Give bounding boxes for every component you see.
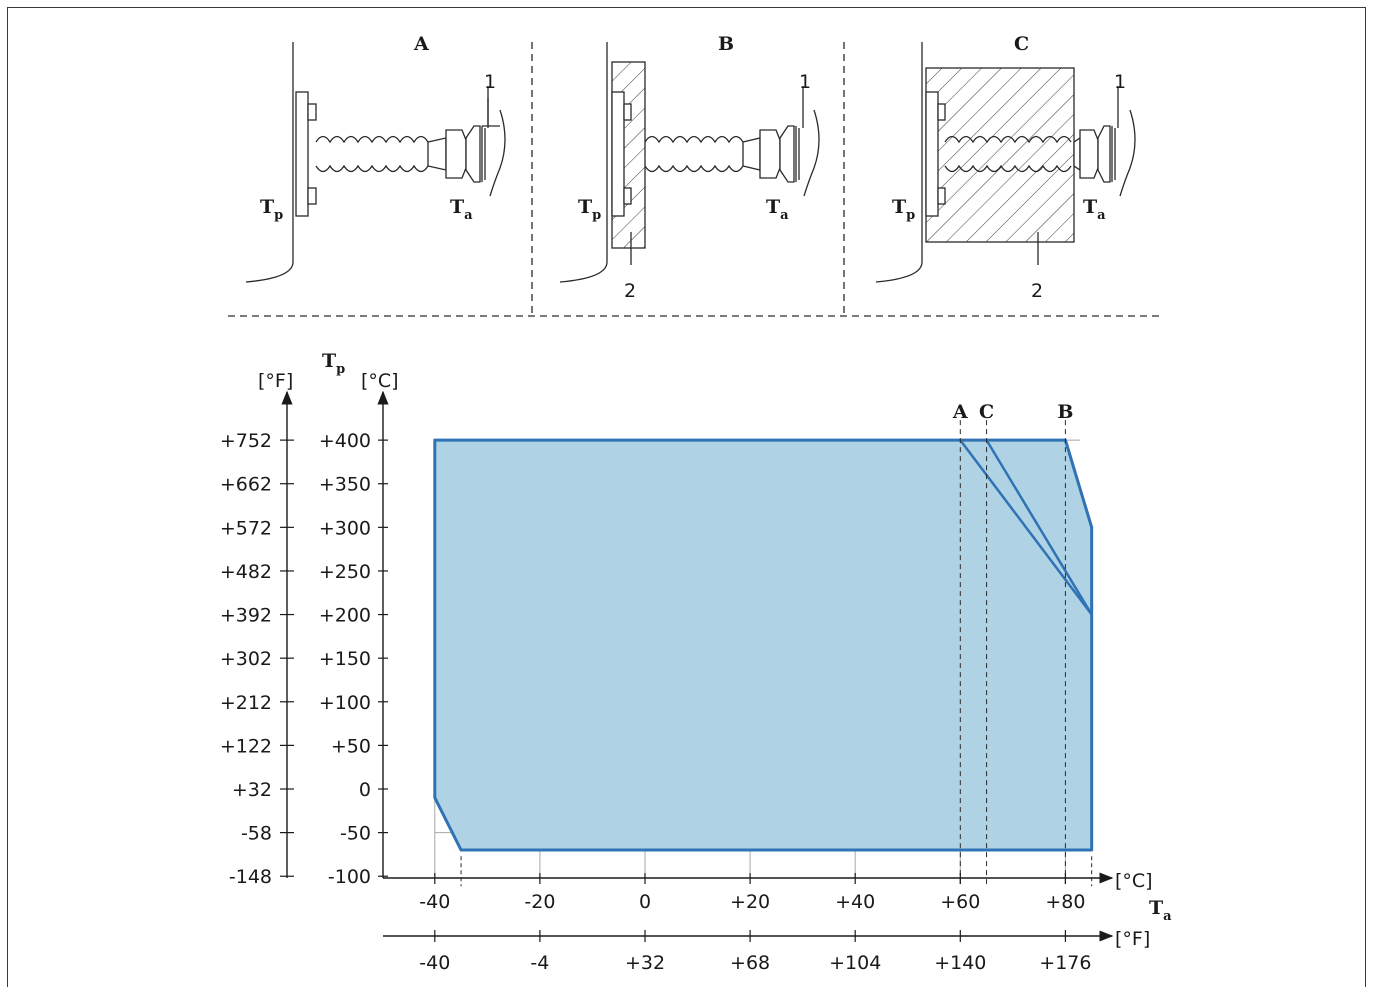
- y-tick-label-c: +400: [319, 430, 371, 452]
- x-tick-label-c: +60: [940, 891, 980, 913]
- y-tick-label-c: +50: [331, 735, 371, 757]
- tp-label-a: Tp: [260, 196, 283, 223]
- y-ticks: +400 +752 +350 +662 +300 +572 +250 +482 +200 +392…: [220, 430, 388, 888]
- variant-b-label: B: [718, 33, 734, 55]
- callout-1-b: 1: [799, 71, 811, 93]
- y-tick-label-c: +100: [319, 692, 371, 714]
- x-tick-label-f: +176: [1039, 952, 1091, 974]
- variant-c-drawing: [875, 42, 1136, 283]
- x-tick-label-f: +32: [625, 952, 665, 974]
- y-tick-label-f: +662: [220, 474, 272, 496]
- x-tick-label-f: +104: [829, 952, 881, 974]
- x-tick-label-c: +20: [730, 891, 770, 913]
- y-tick-label-c: +250: [319, 561, 371, 583]
- y-tick-label-f: -58: [241, 823, 272, 845]
- marker-label-a: A: [952, 401, 968, 423]
- callout-2-b: 2: [624, 280, 636, 302]
- chart-axes: [281, 390, 1114, 942]
- x-tick-label-f: +68: [730, 952, 770, 974]
- insulation-c: [925, 67, 1075, 243]
- x-axis-symbol: Ta: [1149, 897, 1172, 924]
- y-tick-label-f: +32: [232, 779, 272, 801]
- marker-label-b: B: [1057, 401, 1073, 423]
- x-unit-c: [°C]: [1115, 870, 1153, 892]
- installation-drawings: [228, 42, 1160, 317]
- x-tick-label-f: -40: [419, 952, 450, 974]
- y-tick-label-c: -100: [328, 866, 371, 888]
- y-tick-label-c: -50: [340, 823, 371, 845]
- bellows-top: [315, 135, 429, 144]
- x-tick-label-f: +140: [934, 952, 986, 974]
- x-tick-label-f: -4: [530, 952, 549, 974]
- x-tick-label-c: -40: [419, 891, 450, 913]
- derating-line-a: [959, 439, 1093, 616]
- y-tick-label-f: +572: [220, 517, 272, 539]
- derating-line-c: [985, 439, 1093, 616]
- operating-area: [433, 438, 1094, 852]
- ta-label-a: Ta: [450, 196, 473, 223]
- y-axis-symbol: Tp: [322, 350, 345, 377]
- y-tick-label-c: +150: [319, 648, 371, 670]
- installation-labels: A B C 1 1 1 2 2 Tp Ta Tp Ta Tp Ta: [260, 33, 1126, 302]
- y-unit-c: [°C]: [361, 370, 399, 392]
- y-tick-label-f: +212: [220, 692, 272, 714]
- figure-frame: [7, 7, 1366, 987]
- operating-region: [433, 438, 1094, 852]
- y-tick-label-c: 0: [359, 779, 371, 801]
- y-tick-label-f: +122: [220, 735, 272, 757]
- y-tick-label-f: +482: [220, 561, 272, 583]
- derating-lines: [959, 439, 1093, 616]
- x-ticks: -40-40-20-40+32+20+68+40+104+60+140+80+1…: [419, 873, 1091, 974]
- variant-a-drawing: [245, 42, 506, 283]
- callout-1-a: 1: [484, 71, 496, 93]
- y-tick-label-c: +350: [319, 474, 371, 496]
- y-unit-f: [°F]: [258, 370, 293, 392]
- housing: [445, 129, 467, 179]
- callout-1-c: 1: [1114, 71, 1126, 93]
- x-unit-f: [°F]: [1115, 928, 1150, 950]
- y-tick-label-f: +392: [220, 605, 272, 627]
- x-tick-label-c: -20: [524, 891, 555, 913]
- x-tick-label-c: +40: [835, 891, 875, 913]
- flange: [295, 91, 309, 217]
- variant-c-label: C: [1014, 33, 1029, 55]
- variant-a-label: A: [413, 33, 429, 55]
- y-tick-label-f: +752: [220, 430, 272, 452]
- callout-2-c: 2: [1031, 280, 1043, 302]
- y-tick-label-c: +200: [319, 605, 371, 627]
- x-tick-label-c: +80: [1045, 891, 1085, 913]
- x-tick-label-c: 0: [639, 891, 651, 913]
- y-tick-label-c: +300: [319, 517, 371, 539]
- y-tick-label-f: -148: [229, 866, 272, 888]
- derating-line-b: [1064, 439, 1093, 615]
- ta-label-c: Ta: [1083, 196, 1106, 223]
- marker-label-c: C: [979, 401, 994, 423]
- y-tick-label-f: +302: [220, 648, 272, 670]
- ta-label-b: Ta: [766, 196, 789, 223]
- tp-label-b: Tp: [578, 196, 601, 223]
- variant-b-drawing: [559, 42, 820, 283]
- tp-label-c: Tp: [892, 196, 915, 223]
